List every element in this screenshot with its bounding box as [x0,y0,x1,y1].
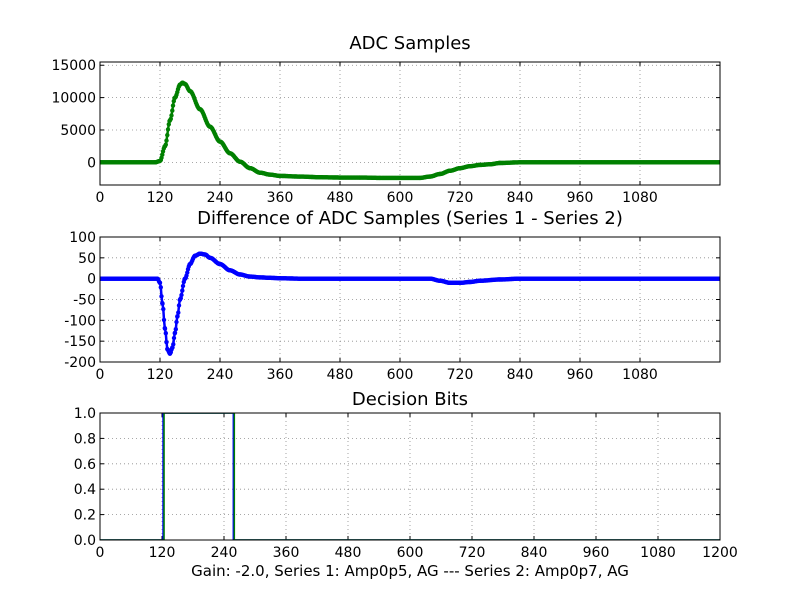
series-line [100,252,720,356]
y-tick-label: -100 [64,313,96,329]
x-tick-label: 360 [267,367,294,383]
data-point [160,152,165,157]
x-tick-label: 0 [96,190,105,206]
y-tick-label: 0.2 [74,508,96,524]
y-tick-label: 100 [69,230,96,246]
x-tick-label: 600 [387,190,414,206]
x-tick-label: 840 [507,190,534,206]
x-tick-label: 480 [327,367,354,383]
data-point [174,319,179,325]
plot-frame [99,236,721,363]
data-point [176,310,181,315]
x-tick-label: 1080 [640,545,676,561]
data-point [161,317,167,323]
x-tick-label: 480 [335,545,362,561]
data-point [185,270,190,275]
x-tick-label: 840 [521,545,548,561]
y-tick-label: 0 [87,155,96,171]
x-tick-label: 360 [267,190,294,206]
data-point [160,301,165,306]
chart-3: Decision Bits 0 120 240 360 480 600 720 840 960 10… [74,389,738,561]
data-point [164,340,169,345]
x-tick-label: 960 [567,367,594,383]
x-tick-label: 240 [207,190,234,206]
data-point [170,103,176,108]
data-point [159,294,164,299]
data-point [157,280,163,285]
data-point [168,116,173,122]
data-point [173,327,178,332]
data-point [169,113,174,118]
plot-frame [99,61,721,186]
data-point [175,314,180,319]
data-point [717,160,720,165]
x-tick-label: 0 [96,367,105,383]
data-point [165,127,171,132]
plot-area [100,251,720,356]
data-point [717,276,720,281]
data-point [163,331,168,336]
data-point [161,306,166,312]
x-tick-label: 1200 [702,545,738,561]
chart-2: Difference of ADC Samples (Series 1 - Se… [64,208,721,383]
x-tick-label: 600 [397,545,424,561]
chart-title: Decision Bits [352,389,468,410]
data-point [176,303,182,308]
data-point [180,288,185,293]
plot-area [100,80,720,181]
y-tick-label: -150 [64,334,96,350]
chart-title: ADC Samples [349,33,470,54]
x-tick-label: 960 [567,190,594,206]
x-tick-label: 360 [273,545,300,561]
plot-area [100,413,720,540]
data-point [180,283,186,289]
y-tick-label: -200 [64,355,96,371]
y-tick-label: 0.8 [74,431,96,447]
x-tick-label: 120 [149,545,176,561]
plot-frame [99,412,721,541]
y-tick-label: 0.0 [74,533,96,549]
data-point [179,292,184,298]
data-point [170,108,175,113]
y-tick-label: 0.4 [74,482,96,498]
x-tick-label: 0 [96,545,105,561]
data-point [165,132,170,138]
chart-1: ADC Samples 0 120 240 360 480 600 720 840 960 1080… [51,33,721,206]
x-tick-label: 840 [507,367,534,383]
y-tick-label: 5000 [60,123,96,139]
x-tick-label: 240 [211,545,238,561]
x-tick-label: 120 [147,190,174,206]
data-point [158,285,163,290]
data-point [162,326,168,331]
data-point [171,342,176,347]
y-tick-label: -50 [73,293,96,309]
data-point [171,335,177,341]
y-tick-label: 15000 [51,58,96,74]
x-tick-label: 240 [207,367,234,383]
data-point [163,142,168,147]
figure-caption: Gain: -2.0, Series 1: Amp0p5, AG --- Ser… [191,562,629,580]
x-tick-label: 120 [147,367,174,383]
x-tick-label: 960 [583,545,610,561]
y-tick-label: 50 [78,251,96,267]
x-tick-label: 1080 [622,367,658,383]
x-tick-label: 720 [447,190,474,206]
x-tick-label: 720 [447,367,474,383]
y-tick-label: 0 [87,272,96,288]
chart-title: Difference of ADC Samples (Series 1 - Se… [197,208,623,229]
y-tick-label: 1.0 [74,406,96,422]
data-point [172,330,178,335]
y-tick-label: 10000 [51,91,96,107]
series-line [100,413,720,540]
x-tick-label: 1080 [622,190,658,206]
y-tick-label: 0.6 [74,457,96,473]
x-tick-label: 720 [459,545,486,561]
charts: ADC Samples 0 120 240 360 480 600 720 840 960 1080… [51,33,737,561]
x-tick-label: 480 [327,190,354,206]
data-point [166,122,171,127]
x-tick-label: 600 [387,367,414,383]
series-line [100,413,720,540]
data-point [164,138,169,143]
